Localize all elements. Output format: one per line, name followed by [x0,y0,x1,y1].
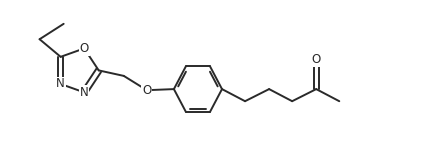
Text: N: N [80,86,89,99]
Text: O: O [79,42,89,55]
Text: O: O [312,53,321,66]
Text: O: O [142,84,151,97]
Text: N: N [56,77,65,91]
